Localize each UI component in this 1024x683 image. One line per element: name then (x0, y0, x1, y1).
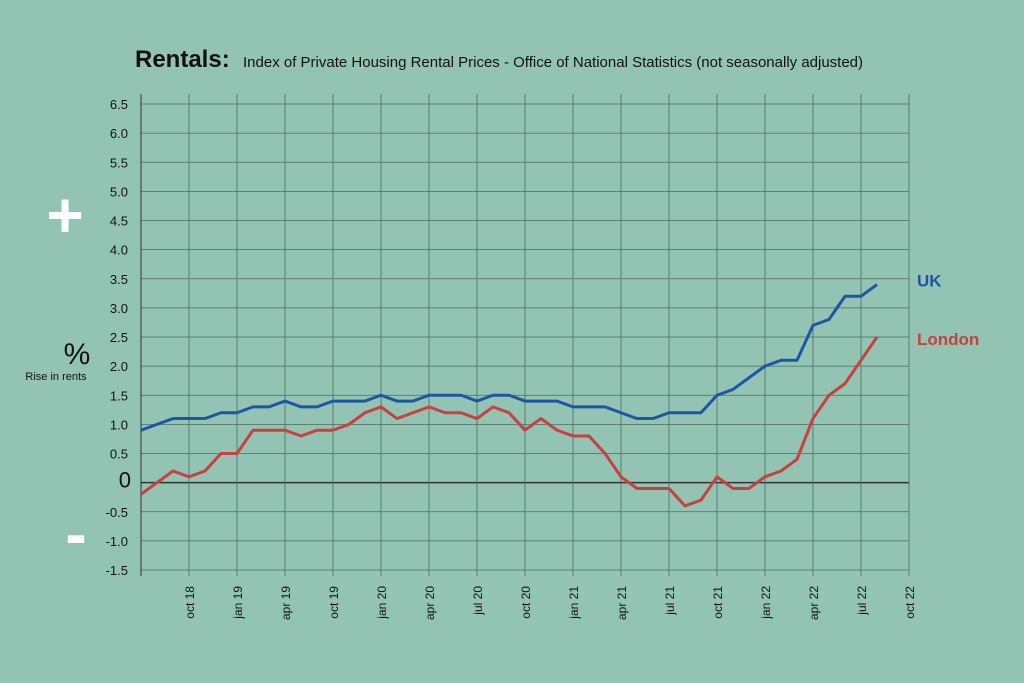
y-tick-label: 4.5 (110, 214, 128, 229)
y-tick-label: 0 (119, 468, 131, 493)
y-tick-label: 6.0 (110, 126, 128, 141)
chart-title: Rentals: (135, 46, 230, 73)
y-tick-label: 5.5 (110, 155, 128, 170)
x-tick-label: apr 22 (807, 586, 821, 620)
x-tick-label: apr 21 (615, 586, 629, 620)
y-tick-label: 3.0 (110, 301, 128, 316)
y-tick-label: -1.0 (106, 534, 128, 549)
y-tick-label: 3.5 (110, 272, 128, 287)
plus-sign: + (46, 179, 83, 251)
y-tick-label: -1.5 (106, 563, 128, 578)
y-tick-label: 4.0 (110, 243, 128, 258)
x-tick-label: apr 19 (279, 586, 293, 620)
chart-subtitle: Index of Private Housing Rental Prices -… (243, 54, 863, 71)
y-axis-label: % (64, 338, 91, 371)
series-line (140, 336, 879, 508)
y-tick-label: -0.5 (106, 505, 128, 520)
x-tick-label: oct 22 (903, 586, 917, 619)
x-tick-label: oct 19 (327, 586, 341, 619)
series-label: UK (917, 272, 942, 291)
x-tick-label: oct 18 (183, 586, 197, 619)
y-tick-label: 2.0 (110, 359, 128, 374)
x-tick-label: jan 21 (567, 586, 581, 620)
y-axis-sublabel: Rise in rents (25, 371, 87, 383)
y-tick-label: 1.0 (110, 417, 128, 432)
x-tick-label: jul 21 (663, 586, 677, 616)
minus-sign: - (65, 498, 86, 570)
y-tick-label: 1.5 (110, 388, 128, 403)
x-tick-label: oct 20 (519, 586, 533, 619)
x-tick-label: jul 20 (471, 586, 485, 616)
y-tick-label: 5.0 (110, 184, 128, 199)
series-line (140, 283, 878, 432)
y-tick-label: 6.5 (110, 97, 128, 112)
x-tick-label: apr 20 (423, 586, 437, 620)
x-tick-label: jan 20 (375, 586, 389, 620)
y-tick-label: 2.5 (110, 330, 128, 345)
y-tick-label: 0.5 (110, 447, 128, 462)
x-tick-label: jan 22 (759, 586, 773, 620)
x-tick-label: jul 22 (855, 586, 869, 616)
x-tick-label: jan 19 (231, 586, 245, 620)
series-label: London (917, 330, 979, 349)
x-tick-label: oct 21 (711, 586, 725, 619)
